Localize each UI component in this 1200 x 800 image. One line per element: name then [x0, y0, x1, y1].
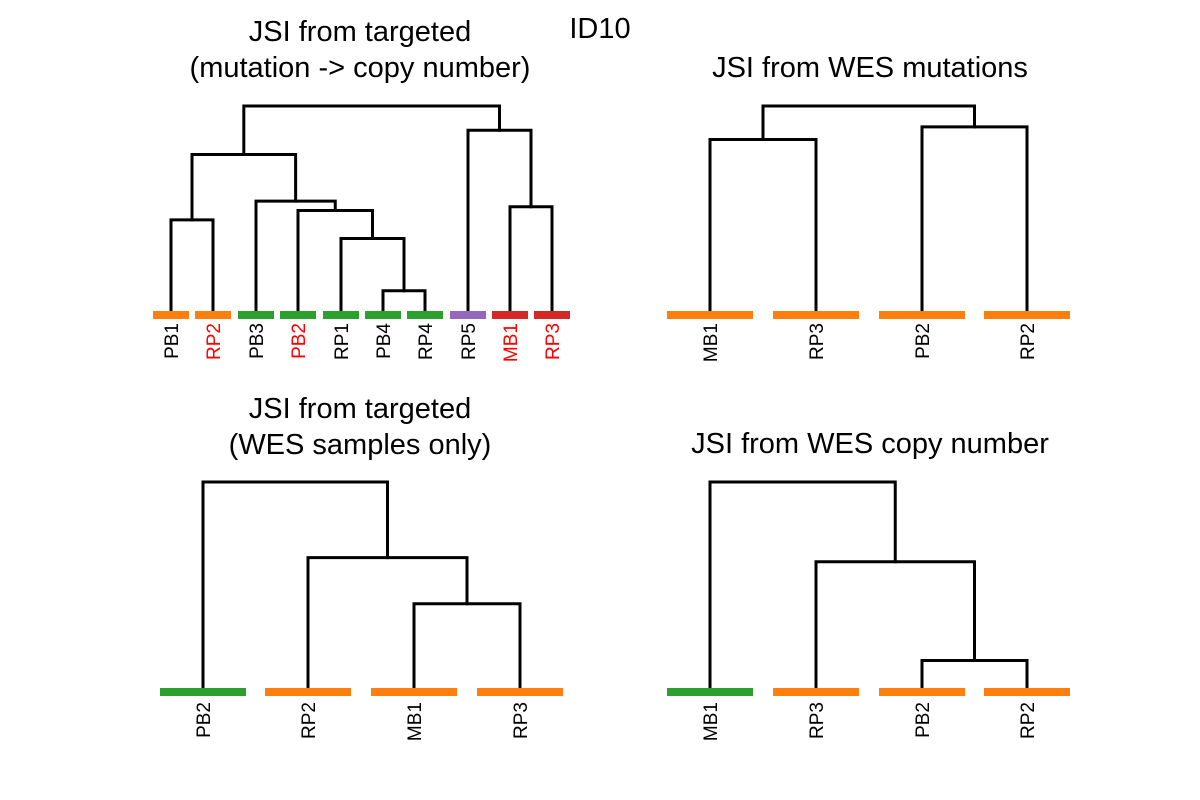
leaf-label: MB1	[701, 323, 722, 362]
leaf-label: RP2	[1018, 702, 1039, 739]
panel-title-wes-mutations: JSI from WES mutations	[712, 52, 1028, 84]
leaf-color-bar	[153, 311, 189, 319]
leaf-label: PB4	[374, 323, 395, 359]
leaf-label: PB2	[913, 702, 934, 738]
panel-title-targeted-wes-line1: JSI from targeted	[248, 393, 472, 425]
leaf-label: RP2	[204, 323, 225, 360]
leaf-color-bar	[984, 688, 1070, 696]
dendrogram-branch	[306, 556, 469, 694]
dendrogram-branch	[296, 209, 374, 317]
leaf-color-bar	[534, 311, 570, 319]
dendrogram-branch	[708, 480, 897, 694]
leaf-color-bar	[773, 688, 859, 696]
leaf-label: RP3	[807, 702, 828, 739]
leaf-color-bar	[160, 688, 246, 696]
dendrogram-panel: PB2 RP2 MB1 RP3	[160, 480, 563, 741]
figure-title: ID10	[569, 13, 631, 45]
leaf-color-bar	[365, 311, 401, 319]
leaf-label: RP3	[807, 323, 828, 360]
leaf-color-bar	[984, 311, 1070, 319]
leaf-label: RP1	[332, 323, 353, 360]
leaf-label: PB2	[194, 702, 215, 738]
leaf-color-bar	[407, 311, 443, 319]
leaf-label: RP5	[459, 323, 480, 360]
leaf-color-bar	[323, 311, 359, 319]
leaf-color-bar	[879, 688, 965, 696]
panel-title-wes-copy-number: JSI from WES copy number	[691, 428, 1049, 460]
dendrogram-branch	[508, 205, 554, 317]
dendrogram-branch	[466, 128, 533, 317]
leaf-color-bar	[773, 311, 859, 319]
dendrogram-branch	[920, 125, 1029, 317]
leaf-color-bar	[195, 311, 231, 319]
leaf-color-bar	[280, 311, 316, 319]
leaf-color-bar	[492, 311, 528, 319]
leaf-color-bar	[667, 688, 753, 696]
dendrogram-branch	[190, 153, 298, 222]
leaf-label: MB1	[701, 702, 722, 741]
panel-title-targeted-wes-line2: (WES samples only)	[228, 429, 492, 461]
panel-title-targeted-line2: (mutation -> copy number)	[189, 52, 531, 84]
leaf-label: PB1	[162, 323, 183, 359]
dendrogram-branch	[254, 199, 337, 317]
dendrogram-panel: PB1 RP2 PB3 PB2 RP1 PB4 RP4 RP5 MB1 RP3	[153, 104, 570, 362]
dendrogram-branch	[920, 659, 1029, 694]
leaf-label: MB1	[405, 702, 426, 741]
dendrogram-branch	[761, 104, 976, 141]
leaf-label: RP2	[1018, 323, 1039, 360]
leaf-color-bar	[667, 311, 753, 319]
leaf-label: RP4	[416, 323, 437, 360]
leaf-color-bar	[238, 311, 274, 319]
leaf-label: PB2	[913, 323, 934, 359]
leaf-label: MB1	[501, 323, 522, 362]
dendrogram-panel: MB1 RP3 PB2 RP2	[667, 480, 1070, 741]
leaf-color-bar	[265, 688, 351, 696]
panel-title-targeted-line1: JSI from targeted	[248, 16, 472, 48]
leaf-color-bar	[371, 688, 457, 696]
leaf-label: PB3	[247, 323, 268, 359]
leaf-color-bar	[450, 311, 486, 319]
leaf-label: RP3	[543, 323, 564, 360]
dendrogram-branch	[339, 236, 406, 317]
leaf-label: PB2	[289, 323, 310, 359]
dendrogram-branch	[708, 137, 818, 317]
leaf-label: RP3	[511, 702, 532, 739]
dendrogram-branch	[412, 602, 522, 694]
dendrogram-branch	[169, 218, 215, 317]
dendrogram-branch	[201, 480, 389, 694]
dendrogram-panel: MB1 RP3 PB2 RP2	[667, 104, 1070, 362]
leaf-color-bar	[477, 688, 563, 696]
leaf-color-bar	[879, 311, 965, 319]
leaf-label: RP2	[299, 702, 320, 739]
dendrogram-branch	[814, 560, 976, 694]
dendrogram-branch	[242, 104, 501, 157]
